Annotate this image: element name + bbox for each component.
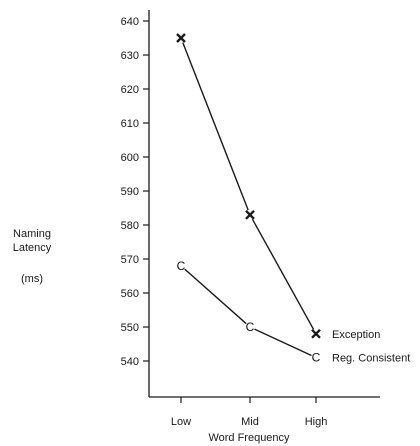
x-tick-label: High	[305, 416, 328, 428]
x-tick-label: Mid	[241, 416, 259, 428]
series-line-segment	[251, 218, 315, 330]
y-axis-title-line-3: (ms)	[21, 273, 43, 285]
series-line-segment	[184, 268, 247, 325]
y-tick-label: 570	[121, 254, 139, 266]
y-axis-title: Naming Latency (ms)	[13, 228, 52, 285]
c-marker: C	[312, 351, 321, 365]
series-1: Exception	[176, 33, 380, 341]
c-marker: C	[177, 259, 186, 273]
y-tick-label: 590	[121, 186, 139, 198]
x-ticks: Low Mid High	[171, 397, 327, 428]
y-tick-label: 580	[121, 220, 139, 232]
y-tick-label: 610	[121, 118, 139, 130]
c-marker: C	[246, 320, 255, 334]
y-ticks: 540 550 560 570 580 590 600 610 620 630 640	[121, 16, 149, 368]
y-tick-label: 600	[121, 152, 139, 164]
x-axis-title: Word Frequency	[208, 432, 290, 444]
series-label: Exception	[332, 329, 380, 341]
y-tick-label: 560	[121, 288, 139, 300]
x-marker	[176, 33, 186, 43]
y-tick-label: 540	[121, 356, 139, 368]
series-label: Reg. Consistent	[332, 353, 410, 365]
y-tick-label: 550	[121, 322, 139, 334]
x-tick-label: Low	[171, 416, 191, 428]
series-line-segment	[182, 42, 249, 211]
series-2: C C C Reg. Consistent	[177, 259, 411, 365]
x-marker	[245, 209, 255, 220]
y-tick-label: 620	[121, 84, 139, 96]
y-axis-title-line-2: Latency	[13, 242, 52, 254]
series-line-segment	[254, 328, 312, 357]
axes: 540 550 560 570 580 590 600 610 620 630 640 Low Mid…	[121, 10, 380, 428]
x-marker	[311, 328, 321, 339]
series-group: Exception C C C Reg. Consistent	[176, 33, 411, 365]
y-tick-label: 640	[121, 16, 139, 28]
y-tick-label: 630	[121, 50, 139, 62]
y-axis-title-line-1: Naming	[13, 228, 51, 240]
